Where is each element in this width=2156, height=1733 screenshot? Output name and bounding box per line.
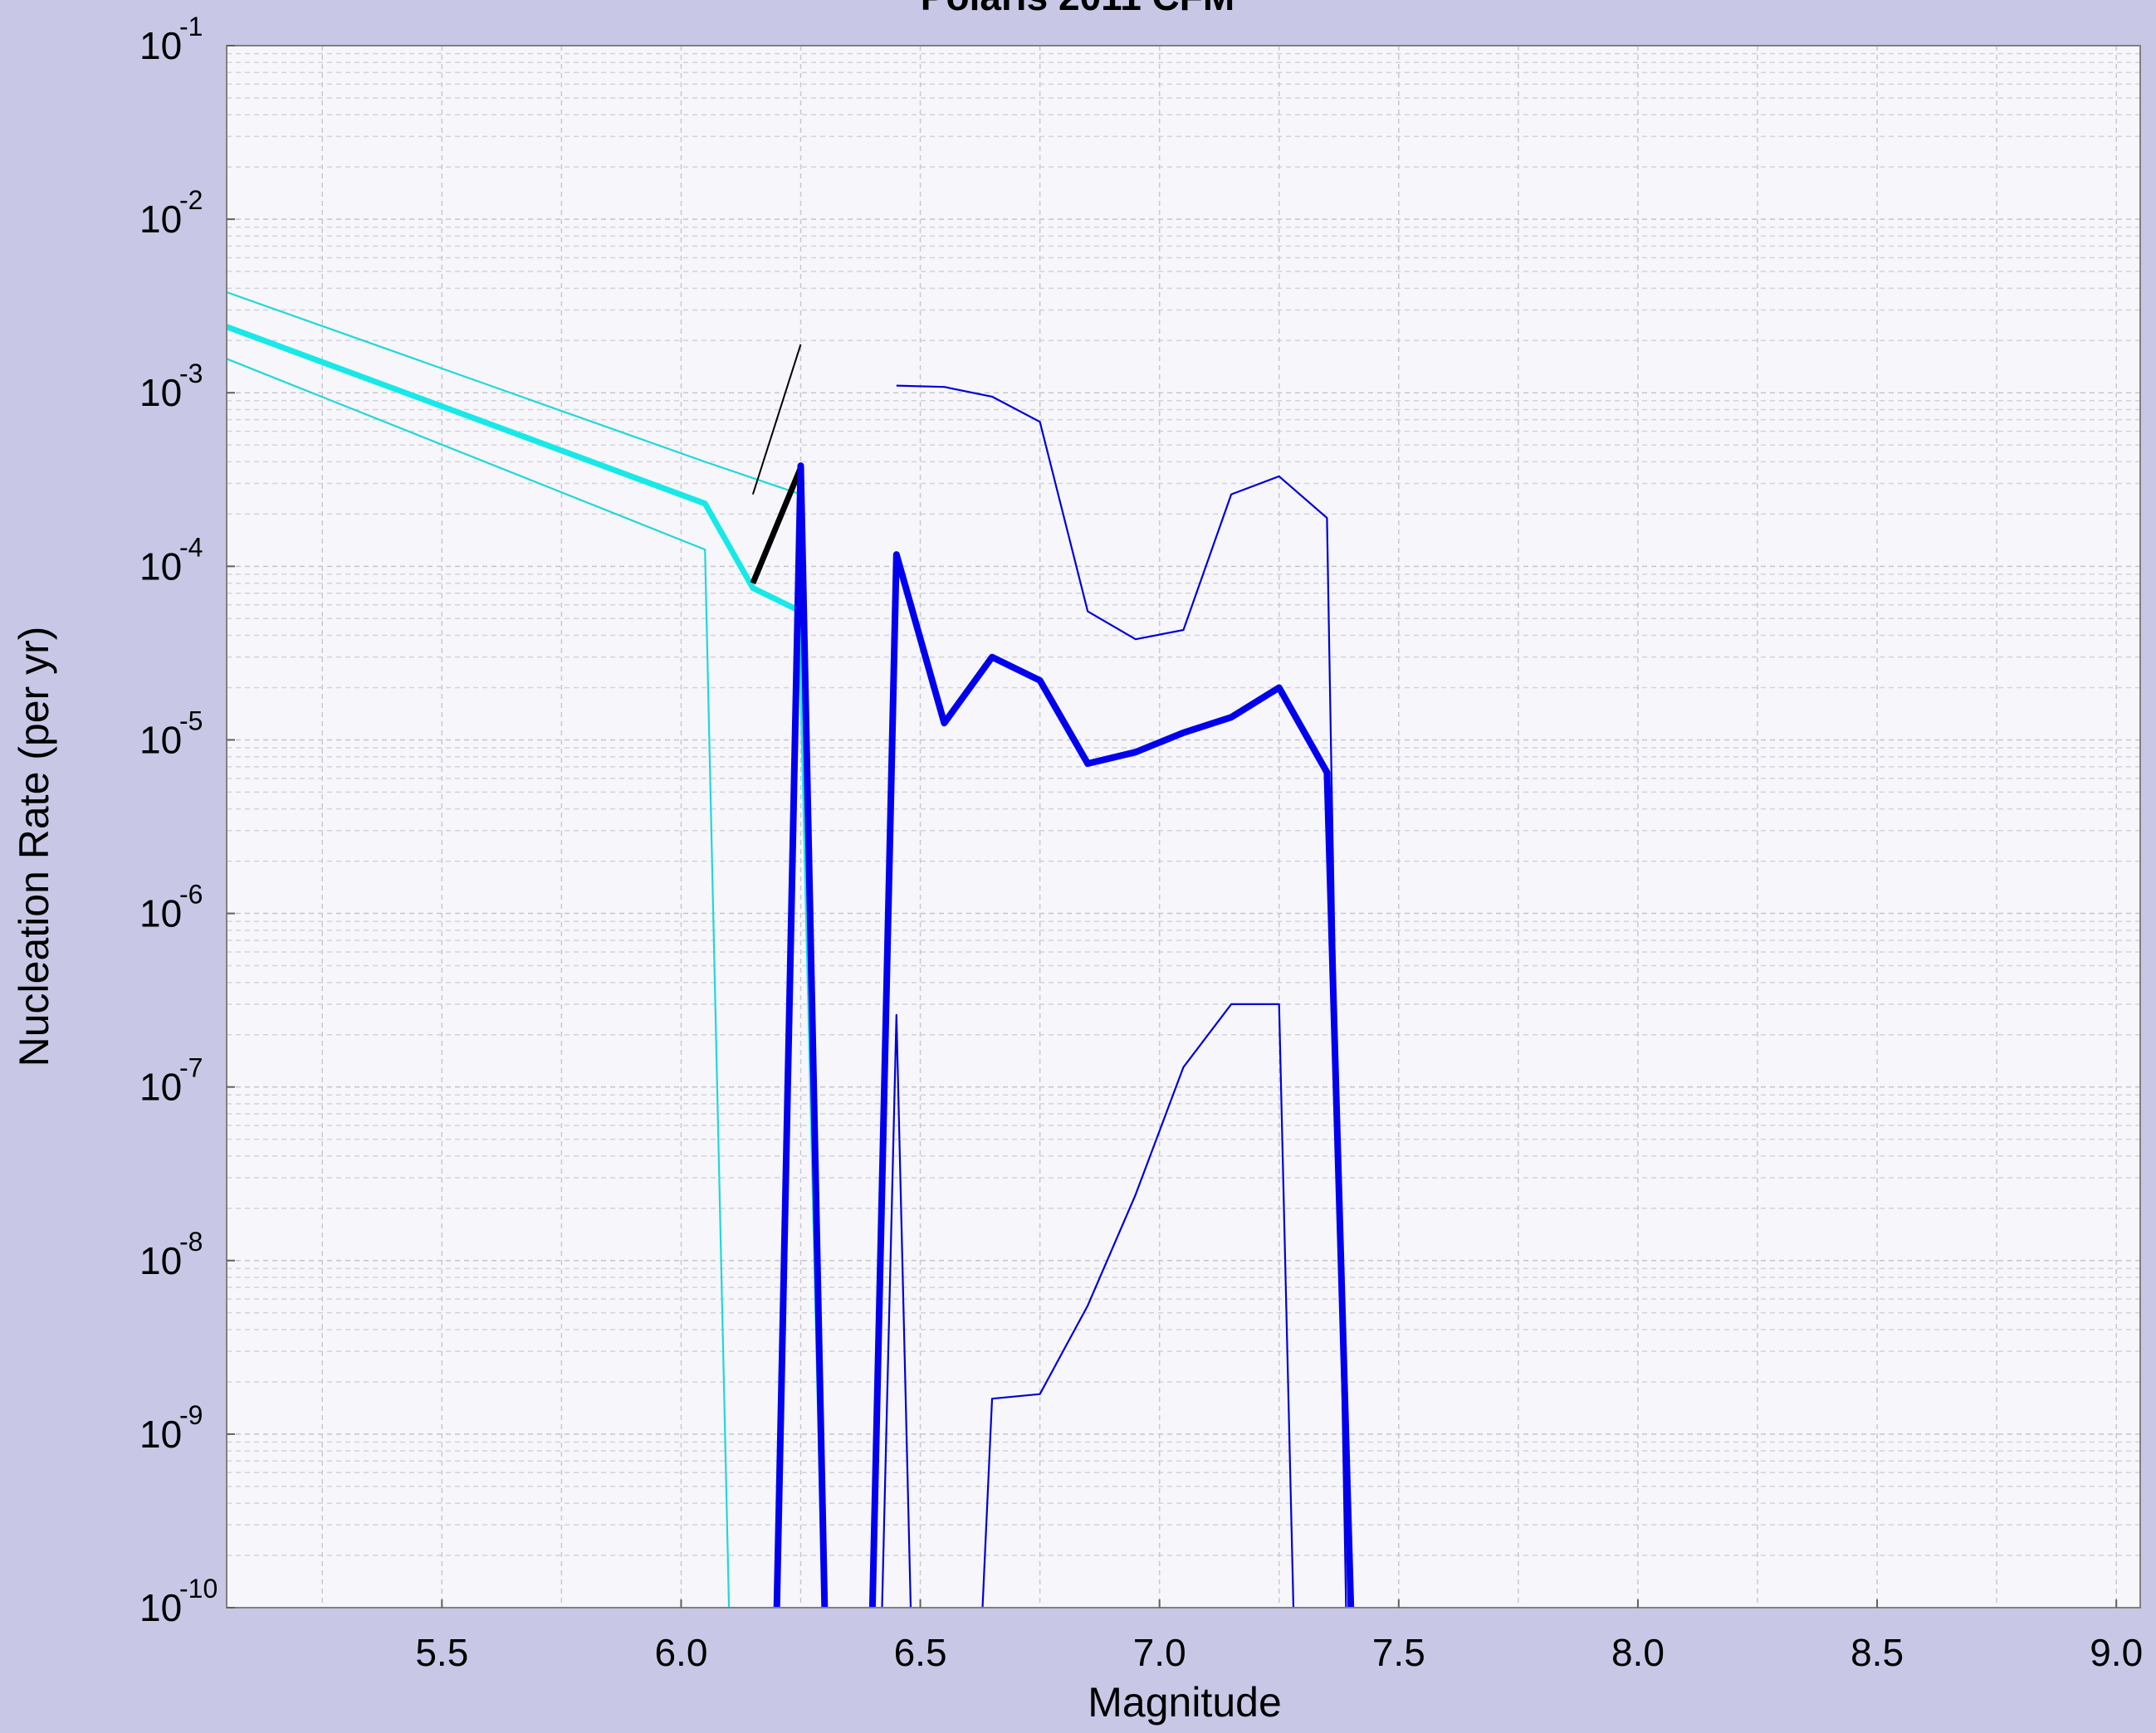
- grid-lines: [227, 45, 2140, 1609]
- y-tick-label-exponent: -9: [179, 1400, 203, 1430]
- x-tick-label: 6.5: [894, 1631, 947, 1674]
- series-line-8: [868, 551, 1355, 1608]
- y-tick-label-base: 10: [139, 718, 182, 761]
- y-tick-label-base: 10: [139, 1586, 182, 1629]
- x-tick-label: 9.0: [2090, 1631, 2143, 1674]
- y-tick-label-base: 10: [139, 892, 182, 935]
- series-line-10: [981, 1003, 1295, 1608]
- y-tick-label-exponent: -6: [179, 880, 203, 910]
- series-line-4: [751, 344, 802, 495]
- y-tick-label-exponent: -7: [179, 1053, 203, 1083]
- y-tick-label-exponent: -3: [179, 359, 203, 388]
- series-line-3: [227, 358, 731, 1608]
- x-tick-label: 6.0: [654, 1631, 707, 1674]
- y-tick-label-exponent: -8: [179, 1227, 203, 1257]
- y-tick-label-base: 10: [139, 1413, 182, 1456]
- y-tick-label-base: 10: [139, 24, 182, 67]
- x-tick-label: 8.5: [1850, 1631, 1904, 1674]
- x-tick-label: 5.5: [415, 1631, 468, 1674]
- series-line-6: [896, 384, 1347, 1608]
- series-line-5: [750, 466, 804, 584]
- series-line-1: [227, 290, 801, 495]
- y-tick-label-base: 10: [139, 1066, 182, 1109]
- x-tick-label: 8.0: [1611, 1631, 1665, 1674]
- x-tick-label: 7.5: [1372, 1631, 1425, 1674]
- series-layer: [227, 290, 1355, 1608]
- y-tick-label-base: 10: [139, 1239, 182, 1282]
- plot-frame: [226, 45, 2141, 1609]
- y-tick-label-base: 10: [139, 371, 182, 414]
- y-tick-label-exponent: -10: [179, 1574, 218, 1604]
- tick-labels: 5.5 6.0 6.5 7.0 7.5 8.0 8.5 9.010-110-210-310-4…: [139, 12, 2143, 1674]
- y-tick-label-exponent: -4: [179, 532, 203, 562]
- series-line-7: [773, 462, 829, 1608]
- series-line-9: [881, 1013, 912, 1608]
- y-tick-label-base: 10: [139, 198, 182, 241]
- y-tick-label-exponent: -2: [179, 185, 203, 215]
- x-tick-label: 7.0: [1133, 1631, 1186, 1674]
- x-axis-title: Magnitude: [1088, 1679, 1282, 1726]
- y-axis-title: Nucleation Rate (per yr): [11, 627, 57, 1067]
- y-tick-label-exponent: -5: [179, 705, 203, 735]
- y-tick-label-exponent: -1: [179, 12, 203, 41]
- y-tick-label-base: 10: [139, 544, 182, 588]
- chart-title: Polaris 2011 CFM: [921, 0, 1234, 18]
- plot-area: [227, 46, 2140, 1608]
